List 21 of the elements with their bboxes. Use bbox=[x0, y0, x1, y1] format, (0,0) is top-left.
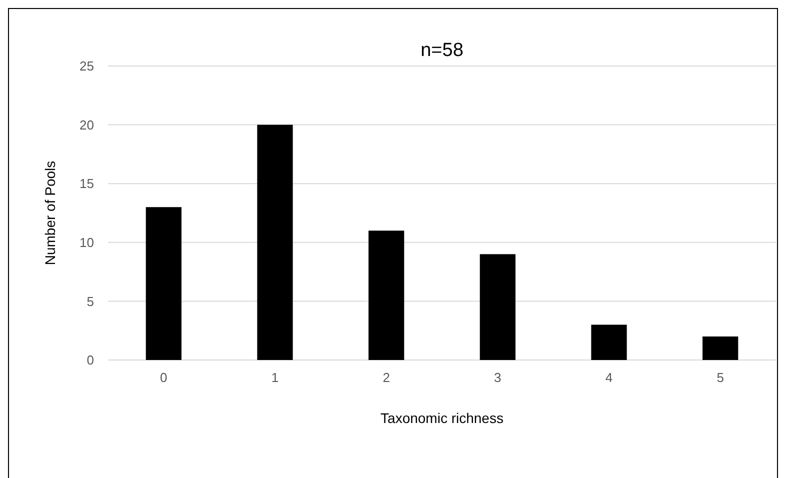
y-tick-label: 0 bbox=[86, 352, 94, 368]
x-tick-label: 0 bbox=[160, 370, 168, 385]
y-tick-label: 10 bbox=[80, 234, 94, 250]
bar bbox=[257, 124, 293, 360]
x-axis-title: Taxonomic richness bbox=[380, 410, 504, 426]
y-tick-label: 5 bbox=[86, 294, 94, 309]
x-tick-label: 1 bbox=[271, 370, 279, 385]
bar bbox=[368, 230, 404, 360]
bar bbox=[702, 336, 738, 360]
y-tick-label: 25 bbox=[80, 58, 94, 74]
x-tick-label: 2 bbox=[382, 370, 390, 385]
y-tick-label: 20 bbox=[80, 117, 94, 132]
bar bbox=[480, 254, 516, 360]
chart-title: n=58 bbox=[420, 40, 464, 61]
x-tick-label: 3 bbox=[494, 370, 502, 385]
x-tick-label: 4 bbox=[605, 370, 613, 385]
x-tick-label: 5 bbox=[716, 370, 724, 385]
y-tick-label: 15 bbox=[80, 176, 94, 192]
bar bbox=[591, 324, 627, 360]
y-axis-title: Number of Pools bbox=[42, 160, 58, 266]
bar bbox=[146, 207, 182, 360]
